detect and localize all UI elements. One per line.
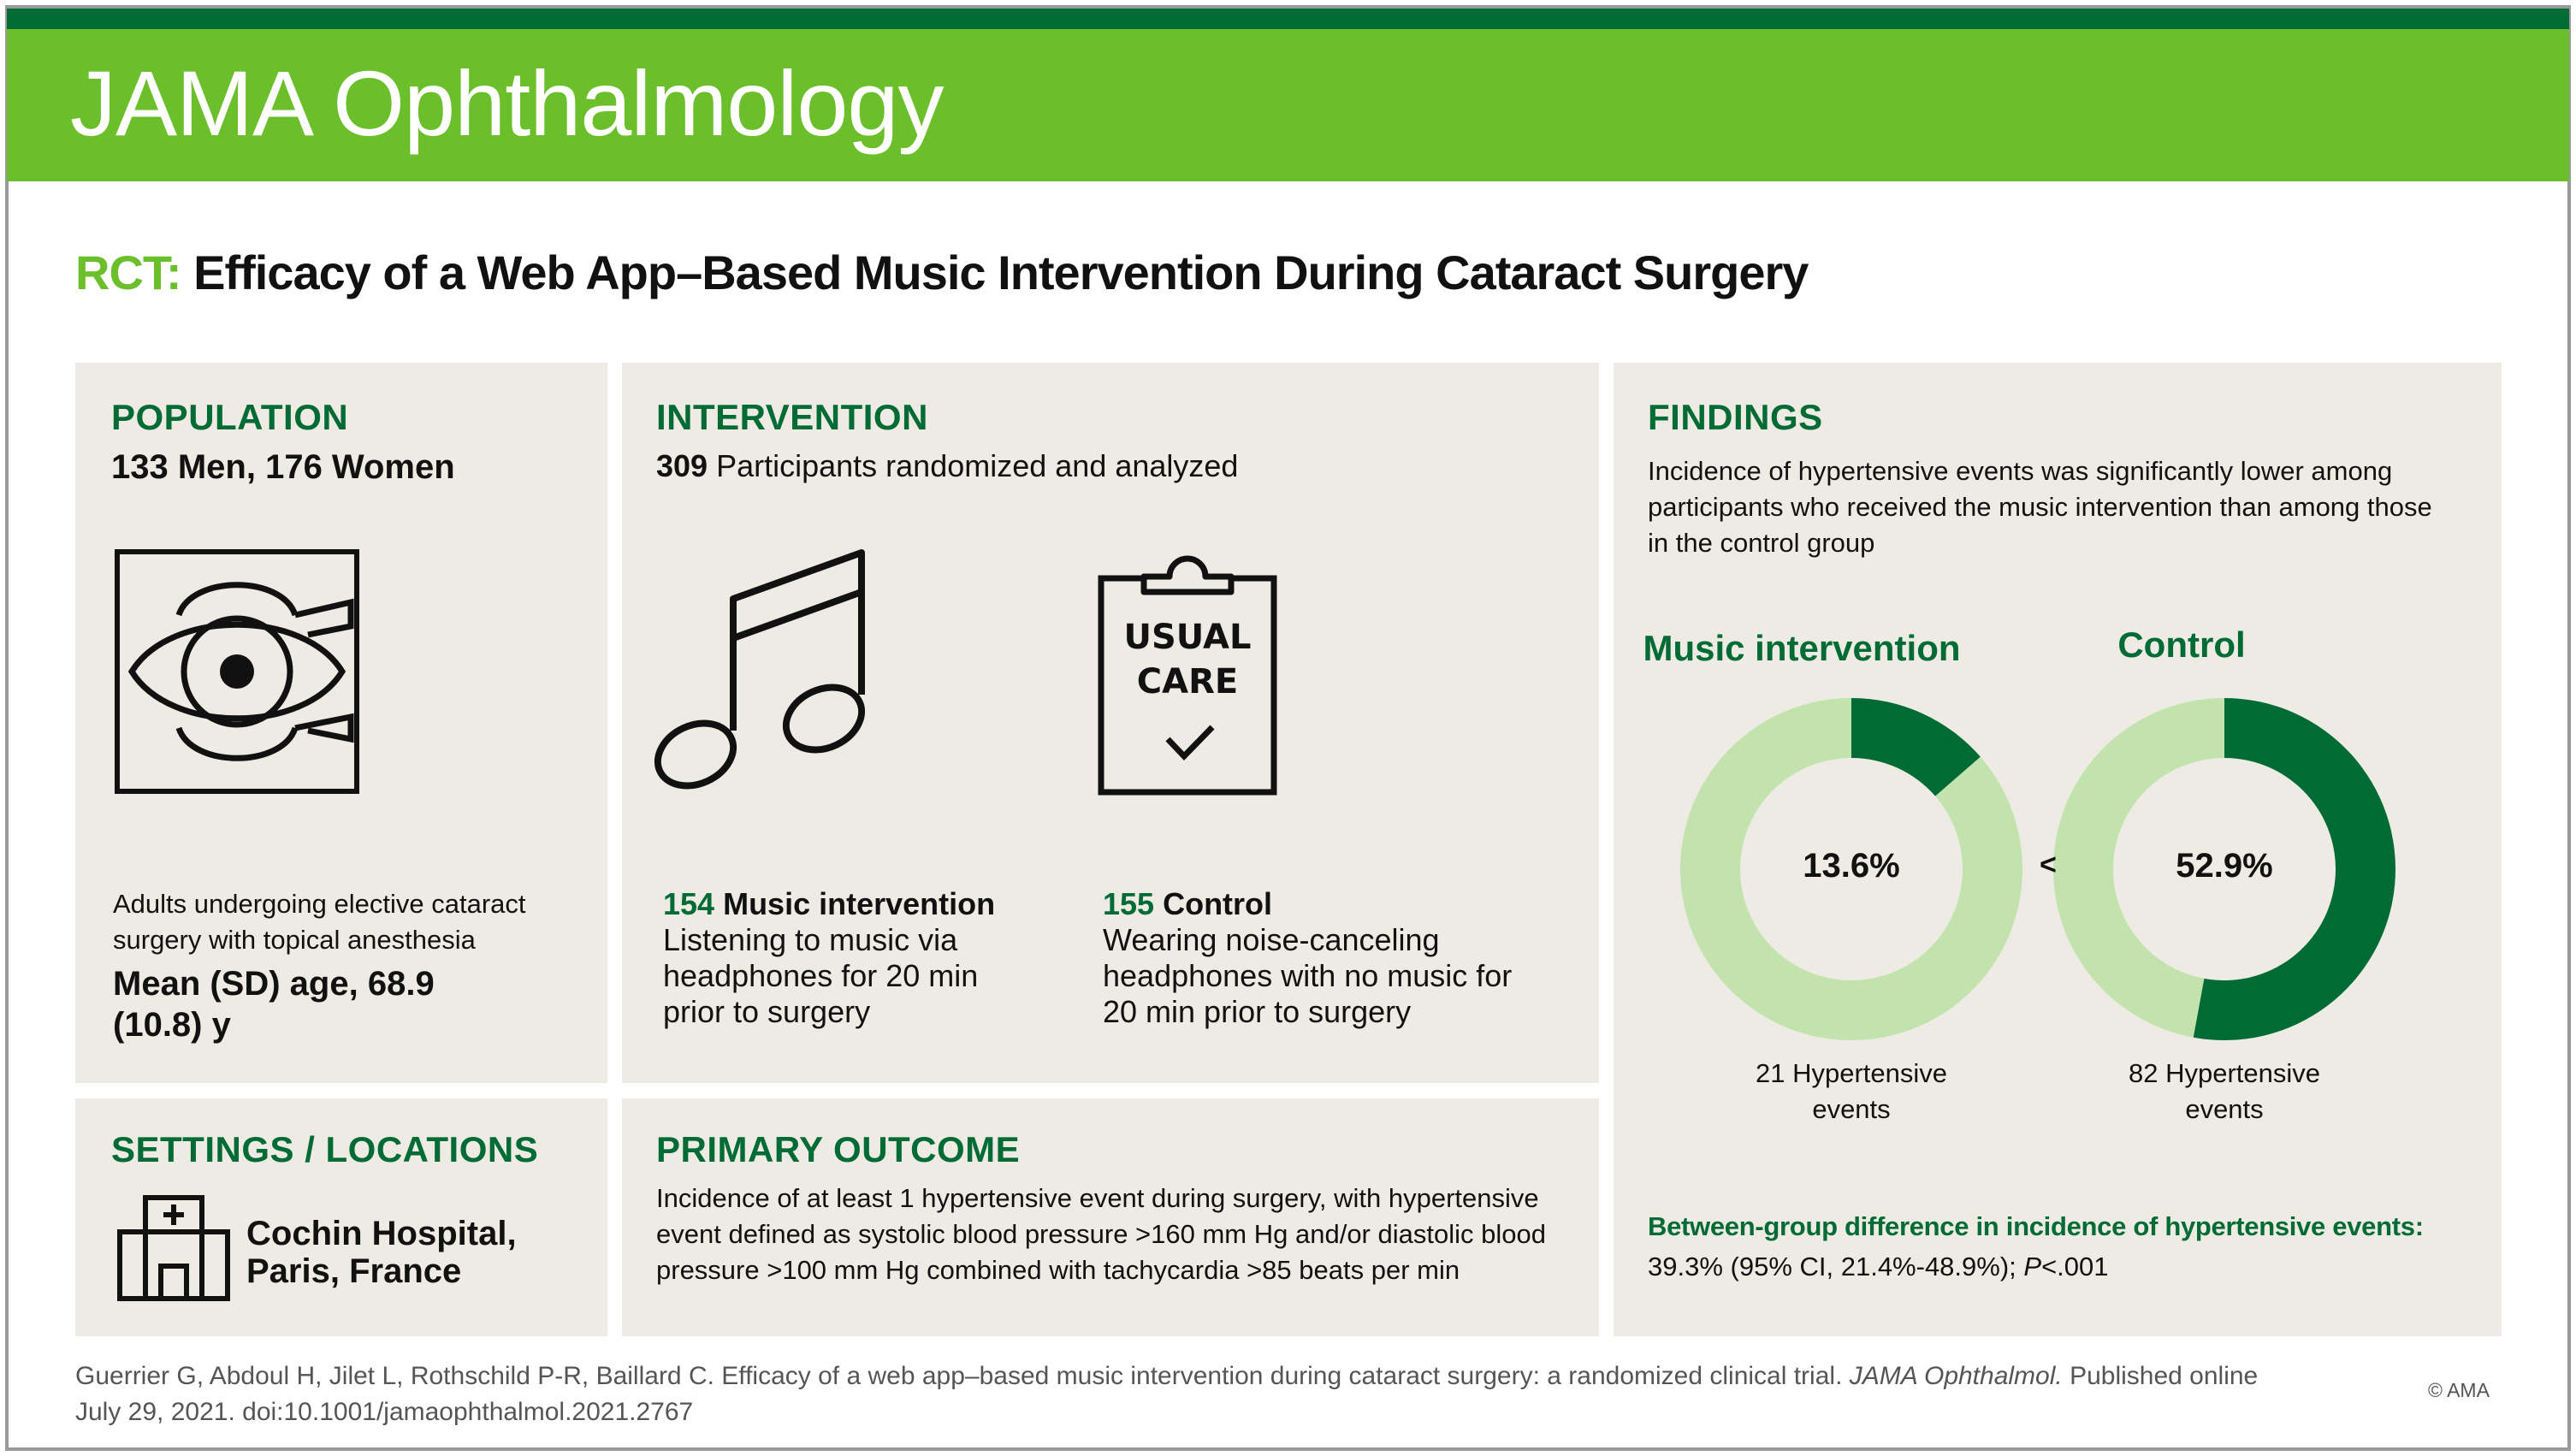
population-description-line2: surgery with topical anesthesia [113, 925, 476, 955]
music-arm-desc-line1: Listening to music via [663, 922, 958, 957]
citation: Guerrier G, Abdoul H, Jilet L, Rothschil… [75, 1358, 2300, 1430]
control-arm-title: 155 Control [1103, 886, 1272, 922]
title-text: Efficacy of a Web App–Based Music Interv… [181, 246, 1809, 299]
settings-heading: SETTINGS / LOCATIONS [111, 1129, 539, 1169]
outcome-panel: PRIMARY OUTCOME Incidence of at least 1 … [622, 1098, 1599, 1336]
control-arm-desc-line2: headphones with no music for [1103, 958, 1513, 993]
journal-title: JAMA Ophthalmology [70, 51, 944, 155]
control-donut-chart [2053, 698, 2396, 1040]
intervention-summary: 309 Participants randomized and analyzed [656, 448, 1238, 484]
control-donut-remaining-slice [2053, 698, 2224, 1038]
music-events-line1: 21 Hypertensive [1755, 1058, 1947, 1088]
clipboard-text-line2: CARE [1136, 662, 1239, 701]
music-donut-value: 13.6% [1803, 847, 1900, 885]
difference-heading: Between-group difference in incidence of… [1648, 1211, 2424, 1241]
eye-surgery-icon [115, 549, 359, 794]
population-panel: POPULATION 133 Men, 176 Women Adults und… [75, 363, 607, 1083]
findings-line2: participants who received the music inte… [1648, 492, 2432, 522]
music-arm-n: 154 [663, 886, 715, 921]
control-arm-desc-line3: 20 min prior to surgery [1103, 994, 1412, 1029]
music-donut-chart [1680, 698, 2022, 1040]
control-group-label: Control [2117, 624, 2246, 665]
control-donut-value: 52.9% [2176, 847, 2273, 885]
control-donut-event-slice [2193, 698, 2396, 1040]
outcome-line3: pressure >100 mm Hg combined with tachyc… [656, 1255, 1460, 1285]
difference-value: 39.3% (95% CI, 21.4%-48.9%); [1648, 1252, 2024, 1281]
music-note-icon [654, 549, 866, 790]
header-banner [7, 29, 2569, 181]
hospital-icon [117, 1195, 230, 1301]
settings-location-line2: Paris, France [246, 1252, 462, 1290]
header-stripe [7, 9, 2569, 29]
music-events-line2: events [1812, 1094, 1891, 1124]
outcome-line1: Incidence of at least 1 hypertensive eve… [656, 1183, 1539, 1213]
music-arm-desc-line2: headphones for 20 min [663, 958, 979, 993]
page-title: RCT: Efficacy of a Web App–Based Music I… [75, 245, 1809, 300]
findings-panel: FINDINGS Incidence of hypertensive event… [1614, 363, 2502, 1336]
control-events-line1: 82 Hypertensive [2128, 1058, 2320, 1088]
music-arm-label: Music intervention [714, 886, 996, 921]
outcome-line2: event defined as systolic blood pressure… [656, 1219, 1546, 1249]
control-arm-desc-line1: Wearing noise-canceling [1103, 922, 1440, 957]
music-donut-event-slice [1851, 698, 1981, 796]
outcome-heading: PRIMARY OUTCOME [656, 1129, 1021, 1169]
settings-location-line1: Cochin Hospital, [246, 1215, 517, 1252]
settings-panel: SETTINGS / LOCATIONS Cochin Hospital, Pa… [75, 1098, 607, 1336]
findings-line1: Incidence of hypertensive events was sig… [1648, 456, 2393, 486]
citation-authors: Guerrier G, Abdoul H, Jilet L, Rothschil… [75, 1362, 1850, 1390]
music-group-label: Music intervention [1643, 628, 1961, 668]
comparison-symbol: < [2040, 849, 2057, 881]
difference-text: 39.3% (95% CI, 21.4%-48.9%); P<.001 [1648, 1249, 2109, 1285]
findings-line3: in the control group [1648, 528, 1875, 558]
population-age-line1: Mean (SD) age, 68.9 [113, 965, 435, 1003]
citation-journal: JAMA Ophthalmol. [1849, 1362, 2063, 1390]
population-counts: 133 Men, 176 Women [111, 448, 455, 486]
population-age-line2: (10.8) y [113, 1006, 231, 1044]
title-tag: RCT: [75, 246, 182, 299]
clipboard-text-line1: USUAL [1123, 618, 1252, 657]
intervention-count-label: Participants randomized and analyzed [708, 448, 1239, 483]
citation-publication: Published online July 29, 2021. doi:10.1… [75, 1362, 2259, 1426]
music-arm-desc-line3: prior to surgery [663, 994, 871, 1029]
p-label: P [2023, 1252, 2042, 1281]
control-events-line2: events [2185, 1094, 2264, 1124]
intervention-heading: INTERVENTION [656, 397, 928, 437]
copyright: © AMA [2428, 1379, 2490, 1401]
intervention-count: 309 [656, 448, 708, 483]
population-description-line1: Adults undergoing elective cataract [113, 889, 526, 919]
control-arm-label: Control [1154, 886, 1273, 921]
music-arm-title: 154 Music intervention [663, 886, 995, 922]
p-value: <.001 [2041, 1252, 2109, 1281]
population-heading: POPULATION [111, 397, 349, 437]
intervention-panel: INTERVENTION 309 Participants randomized… [622, 363, 1599, 1083]
clipboard-icon [1098, 555, 1277, 796]
findings-heading: FINDINGS [1648, 397, 1823, 437]
music-donut-remaining-slice [1680, 698, 2022, 1040]
control-arm-n: 155 [1103, 886, 1155, 921]
